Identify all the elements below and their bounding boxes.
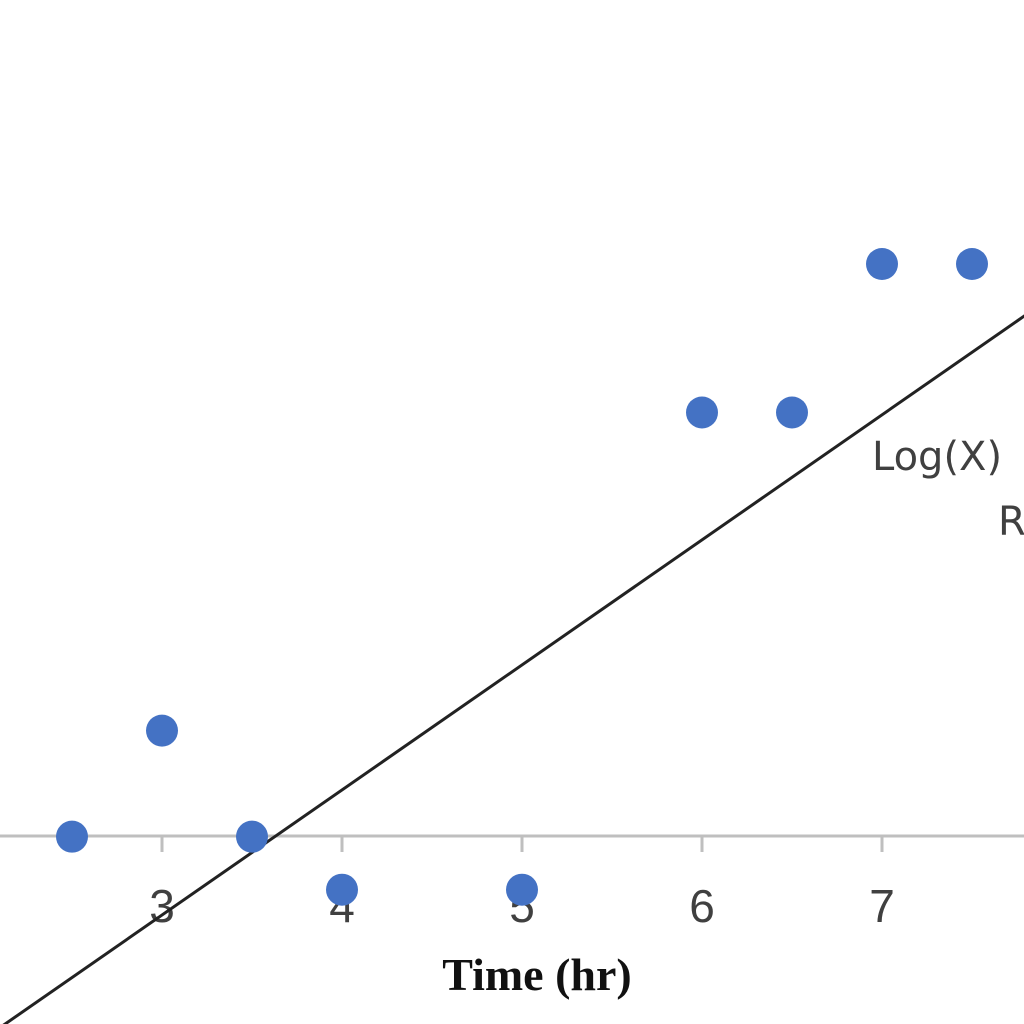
x-axis-ticks (160, 836, 884, 852)
data-point (146, 714, 178, 747)
data-point (506, 873, 538, 906)
data-point (236, 820, 268, 853)
data-points (56, 248, 988, 906)
trendline (2, 314, 1024, 1024)
data-point (326, 873, 358, 906)
x-tick-label: 3 (149, 880, 175, 932)
r-squared-label: R (998, 499, 1024, 545)
data-point (686, 396, 718, 429)
x-tick-label: 6 (689, 880, 715, 932)
x-axis-title: Time (hr) (442, 949, 632, 1000)
data-point (956, 248, 988, 280)
data-point (56, 820, 88, 853)
data-point (776, 396, 808, 429)
data-point (866, 248, 898, 280)
x-tick-label: 7 (869, 880, 895, 932)
trendline-equation-label: Log(X) (872, 434, 1002, 480)
